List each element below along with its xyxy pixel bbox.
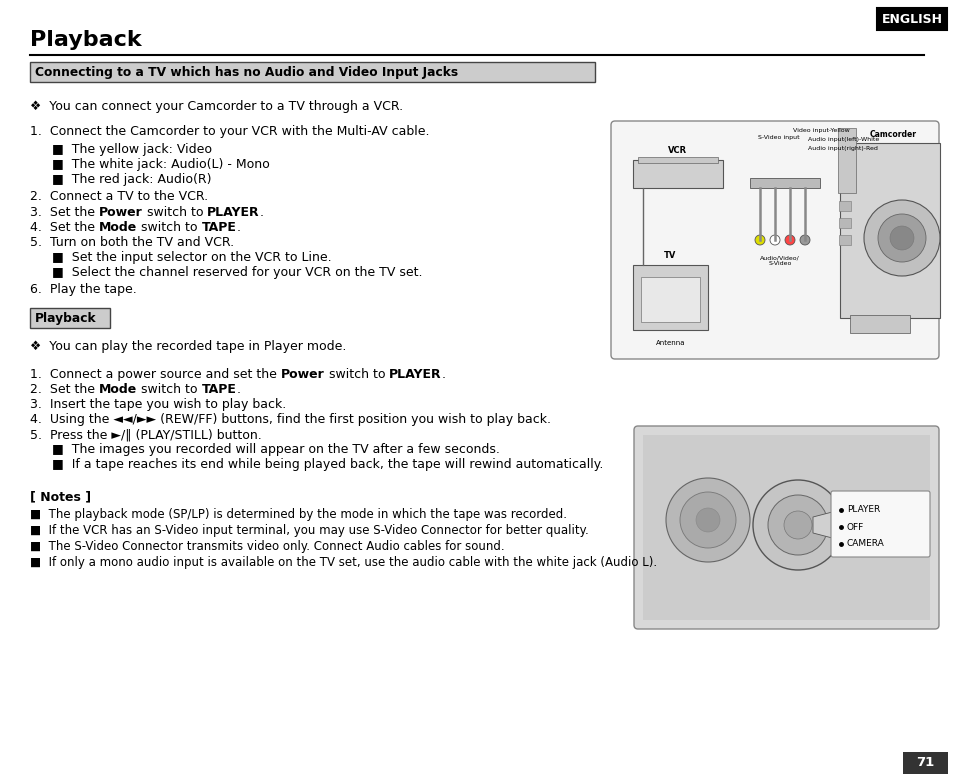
Text: ❖  You can play the recorded tape in Player mode.: ❖ You can play the recorded tape in Play…: [30, 340, 346, 353]
Text: 1.  Connect a power source and set the: 1. Connect a power source and set the: [30, 368, 280, 381]
Text: [ Notes ]: [ Notes ]: [30, 490, 91, 503]
Text: ■  The white jack: Audio(L) - Mono: ■ The white jack: Audio(L) - Mono: [52, 158, 270, 171]
Text: .: .: [259, 206, 264, 219]
Text: 5.  Turn on both the TV and VCR.: 5. Turn on both the TV and VCR.: [30, 236, 233, 249]
Text: OFF: OFF: [846, 523, 863, 531]
Circle shape: [752, 480, 842, 570]
Bar: [840, 143, 939, 318]
Text: ENGLISH: ENGLISH: [881, 12, 942, 26]
Text: 2.  Set the: 2. Set the: [30, 383, 99, 396]
Text: ■  The red jack: Audio(R): ■ The red jack: Audio(R): [52, 173, 212, 186]
Text: ■  The images you recorded will appear on the TV after a few seconds.: ■ The images you recorded will appear on…: [52, 443, 499, 456]
FancyBboxPatch shape: [830, 491, 929, 557]
Bar: [838, 218, 850, 228]
Bar: [638, 157, 718, 163]
Text: 71: 71: [916, 756, 934, 770]
Text: 4.  Set the: 4. Set the: [30, 221, 99, 234]
Bar: [838, 235, 850, 245]
Text: Audio input(left)-White: Audio input(left)-White: [807, 137, 879, 142]
Text: 4.  Using the ◄◄/►► (REW/FF) buttons, find the first position you wish to play b: 4. Using the ◄◄/►► (REW/FF) buttons, fin…: [30, 413, 551, 426]
Polygon shape: [812, 510, 840, 540]
Text: ■  If a tape reaches its end while being played back, the tape will rewind autom: ■ If a tape reaches its end while being …: [52, 458, 602, 471]
Bar: [902, 752, 947, 774]
Text: PLAYER: PLAYER: [846, 506, 880, 514]
Text: Antenna: Antenna: [655, 340, 684, 346]
Text: 5.  Press the ►/‖ (PLAY/STILL) button.: 5. Press the ►/‖ (PLAY/STILL) button.: [30, 428, 261, 441]
Text: Power: Power: [99, 206, 143, 219]
Text: ■  If only a mono audio input is available on the TV set, use the audio cable wi: ■ If only a mono audio input is availabl…: [30, 556, 657, 569]
Text: 6.  Play the tape.: 6. Play the tape.: [30, 283, 136, 296]
Text: ❖  You can connect your Camcorder to a TV through a VCR.: ❖ You can connect your Camcorder to a TV…: [30, 100, 403, 113]
Text: ■  The playback mode (SP/LP) is determined by the mode in which the tape was rec: ■ The playback mode (SP/LP) is determine…: [30, 508, 566, 521]
Circle shape: [665, 478, 749, 562]
Text: TAPE: TAPE: [201, 221, 236, 234]
Text: Playback: Playback: [30, 30, 141, 50]
Text: TAPE: TAPE: [201, 383, 236, 396]
Text: Video input-Yellow: Video input-Yellow: [792, 128, 849, 133]
Text: PLAYER: PLAYER: [389, 368, 441, 381]
Text: 3.  Insert the tape you wish to play back.: 3. Insert the tape you wish to play back…: [30, 398, 286, 411]
Text: 3.  Set the: 3. Set the: [30, 206, 99, 219]
Bar: [876, 8, 946, 30]
Text: ■  The S-Video Connector transmits video only. Connect Audio cables for sound.: ■ The S-Video Connector transmits video …: [30, 540, 504, 553]
Text: switch to: switch to: [137, 221, 201, 234]
Circle shape: [767, 495, 827, 555]
Bar: [837, 128, 855, 193]
Bar: [640, 277, 700, 322]
Circle shape: [679, 492, 735, 548]
Text: Camcorder: Camcorder: [868, 130, 916, 139]
Text: Audio/Video/
S-Video: Audio/Video/ S-Video: [760, 255, 799, 266]
Text: VCR: VCR: [668, 146, 687, 155]
Text: .: .: [236, 221, 240, 234]
Circle shape: [783, 511, 811, 539]
Text: Playback: Playback: [35, 312, 96, 325]
Text: switch to: switch to: [143, 206, 207, 219]
Text: ■  The yellow jack: Video: ■ The yellow jack: Video: [52, 143, 212, 156]
Bar: [838, 201, 850, 211]
Bar: [749, 178, 820, 188]
Bar: [633, 160, 722, 188]
Text: S-Video input: S-Video input: [758, 135, 799, 140]
Text: CAMERA: CAMERA: [846, 540, 883, 548]
Text: Mode: Mode: [99, 383, 137, 396]
Circle shape: [784, 235, 794, 245]
Text: Audio input(right)-Red: Audio input(right)-Red: [807, 146, 877, 151]
Text: 1.  Connect the Camcorder to your VCR with the Multi-AV cable.: 1. Connect the Camcorder to your VCR wit…: [30, 125, 429, 138]
Bar: [633, 265, 707, 330]
Circle shape: [696, 508, 720, 532]
Text: 2.  Connect a TV to the VCR.: 2. Connect a TV to the VCR.: [30, 190, 208, 203]
Circle shape: [877, 214, 925, 262]
Text: ■  Select the channel reserved for your VCR on the TV set.: ■ Select the channel reserved for your V…: [52, 266, 422, 279]
Text: switch to: switch to: [137, 383, 201, 396]
Text: .: .: [441, 368, 445, 381]
FancyBboxPatch shape: [634, 426, 938, 629]
Bar: [849, 315, 909, 333]
Circle shape: [769, 235, 780, 245]
Text: ■  Set the input selector on the VCR to Line.: ■ Set the input selector on the VCR to L…: [52, 251, 332, 264]
Circle shape: [754, 235, 764, 245]
Bar: [642, 435, 929, 620]
Text: TV: TV: [663, 251, 676, 260]
Text: Power: Power: [280, 368, 324, 381]
Text: .: .: [236, 383, 240, 396]
Text: Mode: Mode: [99, 221, 137, 234]
Text: Connecting to a TV which has no Audio and Video Input Jacks: Connecting to a TV which has no Audio an…: [35, 65, 457, 79]
FancyBboxPatch shape: [610, 121, 938, 359]
Bar: [30, 308, 110, 328]
Text: ■  If the VCR has an S-Video input terminal, you may use S-Video Connector for b: ■ If the VCR has an S-Video input termin…: [30, 524, 588, 537]
Bar: [30, 62, 595, 82]
Circle shape: [800, 235, 809, 245]
Circle shape: [889, 226, 913, 250]
Text: PLAYER: PLAYER: [207, 206, 259, 219]
Text: switch to: switch to: [324, 368, 389, 381]
Circle shape: [863, 200, 939, 276]
